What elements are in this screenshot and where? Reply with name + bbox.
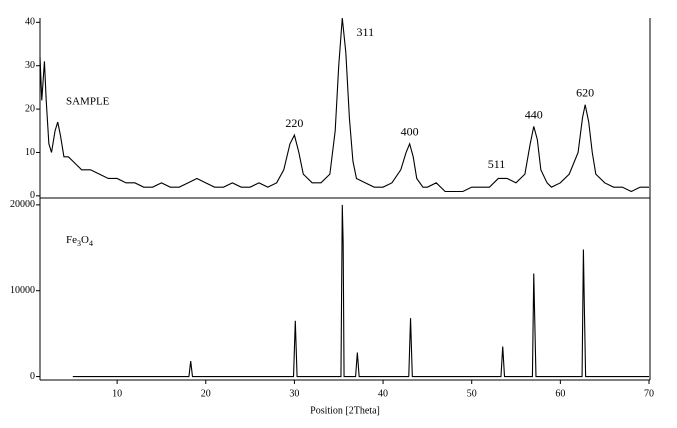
peak-label: 311 <box>357 25 375 39</box>
x-tick-label: 30 <box>289 388 299 399</box>
panel-label: Fe3O4 <box>66 234 93 249</box>
peak-label: 620 <box>576 86 594 100</box>
x-tick-label: 60 <box>555 388 565 399</box>
x-tick-label: 50 <box>467 388 477 399</box>
peak-label: 440 <box>525 107 543 121</box>
y-tick-label: 0 <box>30 190 35 201</box>
peak-label: 511 <box>488 157 506 171</box>
peak-label: 220 <box>285 116 303 130</box>
y-tick-label: 10000 <box>10 285 35 296</box>
y-tick-label: 20000 <box>10 199 35 210</box>
y-tick-label: 40 <box>25 17 35 28</box>
y-tick-label: 10 <box>25 147 35 158</box>
data-line <box>72 204 649 378</box>
peak-label: 400 <box>401 125 419 139</box>
x-tick-label: 20 <box>201 388 211 399</box>
x-axis-label: Position [2Theta] <box>310 405 380 416</box>
y-tick-label: 0 <box>30 371 35 382</box>
x-tick-label: 70 <box>644 388 654 399</box>
y-tick-label: 30 <box>25 60 35 71</box>
y-tick-label: 20 <box>25 103 35 114</box>
data-line <box>39 17 649 193</box>
x-tick-label: 10 <box>112 388 122 399</box>
x-tick-label: 40 <box>378 388 388 399</box>
panel-label: SAMPLE <box>66 96 110 108</box>
